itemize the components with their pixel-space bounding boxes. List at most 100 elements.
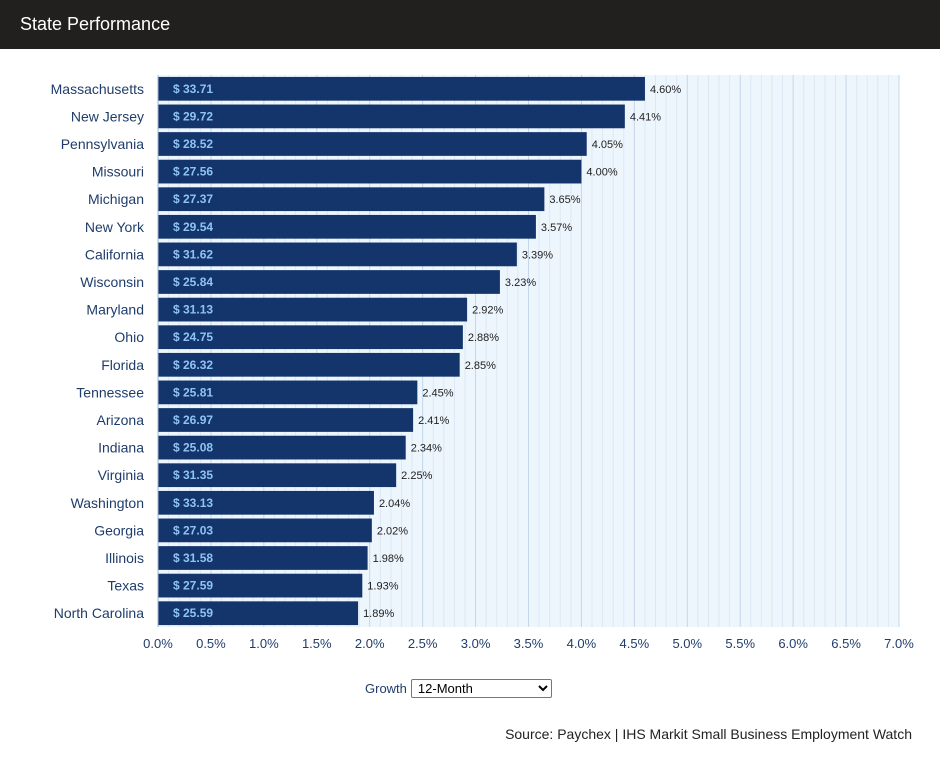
bar (158, 490, 374, 515)
wage-label: $ 26.97 (173, 413, 213, 427)
bar (158, 435, 406, 460)
wage-label: $ 26.32 (173, 358, 213, 372)
bar (158, 187, 545, 212)
bar (158, 242, 517, 267)
value-label: 1.98% (373, 553, 404, 565)
wage-label: $ 31.35 (173, 468, 213, 482)
value-label: 3.39% (522, 249, 553, 261)
wage-label: $ 24.75 (173, 330, 213, 344)
bar (158, 76, 645, 101)
category-label: Florida (101, 357, 144, 373)
x-tick-label: 4.5% (620, 636, 650, 651)
value-label: 2.45% (422, 387, 453, 399)
bar (158, 573, 363, 598)
page-title: State Performance (20, 14, 171, 34)
wage-label: $ 29.54 (173, 220, 213, 234)
category-label: Wisconsin (80, 274, 144, 290)
value-label: 2.88% (468, 332, 499, 344)
x-tick-label: 3.0% (461, 636, 491, 651)
growth-controls: Growth 12-Month (365, 678, 552, 698)
category-label: New Jersey (71, 108, 144, 124)
wage-label: $ 25.59 (173, 606, 213, 620)
bar (158, 325, 463, 350)
x-tick-label: 6.5% (831, 636, 861, 651)
growth-label: Growth (365, 680, 407, 696)
bar (158, 104, 625, 129)
bar (158, 380, 418, 405)
category-label: Illinois (105, 550, 144, 566)
wage-label: $ 33.13 (173, 496, 213, 510)
category-label: Virginia (98, 467, 145, 483)
value-label: 2.34% (411, 443, 442, 455)
x-tick-label: 4.0% (567, 636, 597, 651)
bar (158, 463, 397, 488)
value-label: 2.25% (401, 470, 432, 482)
category-label: Pennsylvania (61, 136, 144, 152)
value-label: 4.00% (586, 167, 617, 179)
category-label: North Carolina (54, 605, 144, 621)
bar (158, 352, 460, 377)
bar (158, 132, 587, 156)
wage-label: $ 31.58 (173, 551, 213, 565)
value-label: 1.93% (367, 581, 398, 593)
category-label: Michigan (88, 191, 144, 207)
wage-label: $ 33.71 (173, 82, 213, 96)
period-select[interactable]: 12-Month (410, 678, 552, 698)
bar (158, 518, 372, 543)
bar (158, 601, 359, 626)
wage-label: $ 29.72 (173, 109, 213, 123)
bar (158, 408, 414, 432)
value-label: 3.57% (541, 222, 572, 234)
bar (158, 214, 536, 239)
wage-label: $ 25.08 (173, 441, 213, 455)
category-label: Maryland (86, 302, 144, 318)
x-tick-label: 2.5% (408, 636, 438, 651)
value-label: 3.65% (549, 194, 580, 206)
value-label: 4.41% (630, 111, 661, 123)
bar (158, 159, 582, 184)
value-label: 2.04% (379, 498, 410, 510)
category-label: California (85, 246, 144, 262)
x-tick-label: 7.0% (884, 636, 914, 651)
wage-label: $ 27.37 (173, 192, 213, 206)
category-label: Indiana (98, 440, 144, 456)
source-note: Source: Paychex | IHS Markit Small Busin… (505, 726, 912, 742)
wage-label: $ 27.56 (173, 165, 213, 179)
x-tick-label: 1.5% (302, 636, 332, 651)
header-bar: State Performance (0, 0, 940, 49)
category-label: Missouri (92, 164, 144, 180)
bar (158, 546, 368, 570)
value-label: 4.05% (592, 139, 623, 151)
x-tick-label: 0.5% (196, 636, 226, 651)
value-label: 2.41% (418, 415, 449, 427)
value-label: 4.60% (650, 84, 681, 96)
category-label: Washington (71, 495, 144, 511)
wage-label: $ 28.52 (173, 137, 213, 151)
x-tick-label: 6.0% (778, 636, 808, 651)
x-tick-label: 5.0% (672, 636, 702, 651)
wage-label: $ 25.81 (173, 385, 213, 399)
category-label: Massachusetts (51, 81, 144, 97)
category-label: Georgia (94, 522, 144, 538)
category-label: Tennessee (76, 384, 144, 400)
value-label: 2.02% (377, 525, 408, 537)
x-tick-label: 3.5% (514, 636, 544, 651)
category-label: New York (85, 219, 145, 235)
bar (158, 270, 500, 294)
wage-label: $ 27.59 (173, 579, 213, 593)
category-label: Ohio (114, 329, 144, 345)
x-tick-label: 5.5% (725, 636, 755, 651)
x-tick-label: 0.0% (143, 636, 173, 651)
wage-label: $ 27.03 (173, 523, 213, 537)
wage-label: $ 31.13 (173, 303, 213, 317)
bar (158, 297, 468, 322)
category-label: Texas (107, 578, 144, 594)
value-label: 3.23% (505, 277, 536, 289)
value-label: 2.85% (465, 360, 496, 372)
wage-label: $ 25.84 (173, 275, 213, 289)
x-tick-label: 2.0% (355, 636, 385, 651)
bar-chart: 0.0% 0.5% 1.0% 1.5% 2.0% 2.5% 3.0% 3.5% 4.0% 4.5%… (51, 75, 914, 651)
wage-label: $ 31.62 (173, 247, 213, 261)
value-label: 2.92% (472, 305, 503, 317)
category-label: Arizona (97, 412, 145, 428)
